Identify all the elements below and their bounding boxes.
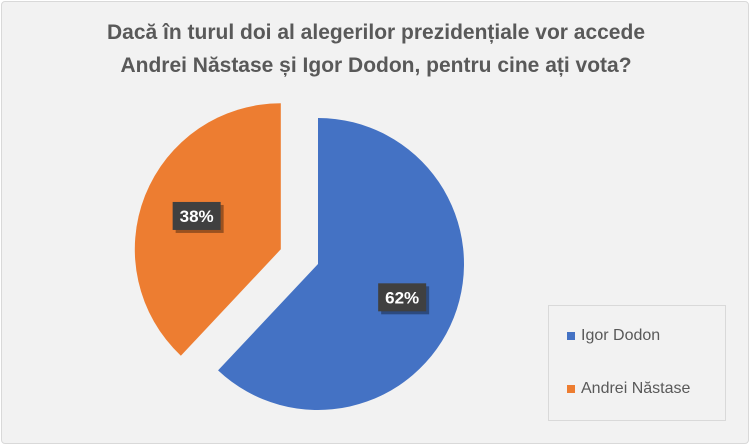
legend-swatch-andrei-nastase (567, 385, 575, 393)
data-label-box (378, 283, 427, 312)
data-label-text: 38% (180, 207, 214, 226)
data-label-andrei-nastase: 38% (172, 201, 224, 233)
data-label-box (172, 201, 221, 230)
pie-slice-igor-dodon (218, 118, 464, 410)
legend-swatch-igor-dodon (567, 332, 575, 340)
legend-item-igor-dodon: Igor Dodon (567, 327, 660, 345)
legend: Igor Dodon Andrei Năstase (548, 305, 726, 421)
chart-title-line-2: Andrei Năstase și Igor Dodon, pentru cin… (120, 54, 632, 77)
data-label-text: 62% (385, 288, 419, 307)
chart-title: Dacă în turul doi al alegerilor preziden… (60, 16, 692, 82)
legend-label-andrei-nastase: Andrei Năstase (581, 380, 691, 397)
legend-item-andrei-nastase: Andrei Năstase (567, 380, 690, 398)
data-label-igor-dodon: 62% (378, 283, 430, 315)
legend-label-igor-dodon: Igor Dodon (581, 327, 661, 344)
chart-title-line-1: Dacă în turul doi al alegerilor preziden… (106, 21, 645, 44)
